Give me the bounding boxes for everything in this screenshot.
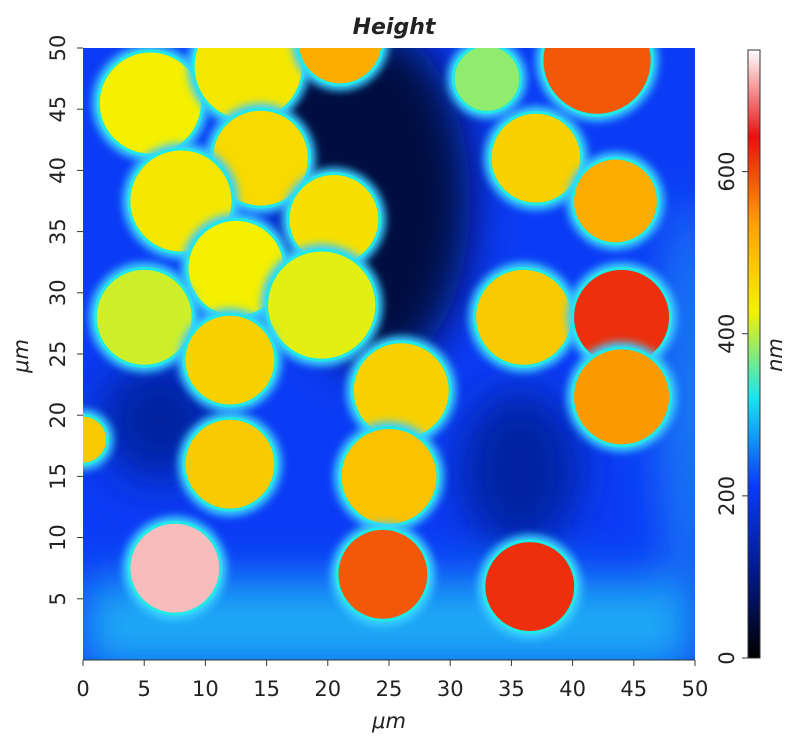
x-tick-label: 0 [76, 677, 89, 701]
cell [571, 156, 660, 246]
y-tick-label: 40 [46, 157, 70, 184]
y-axis-label: μm [9, 339, 33, 374]
cell [571, 346, 673, 448]
cell [482, 539, 578, 634]
cell [451, 48, 523, 114]
x-tick-label: 5 [138, 677, 151, 701]
x-tick-label: 40 [559, 677, 586, 701]
cell [96, 49, 204, 157]
x-tick-label: 45 [620, 677, 647, 701]
cell [93, 266, 195, 368]
colorbar [747, 49, 761, 659]
chart-title: Height [353, 15, 437, 40]
y-tick-label: 20 [46, 402, 70, 429]
x-tick-label: 35 [498, 677, 525, 701]
x-tick-label: 20 [314, 677, 341, 701]
colorbar-tick-label: 400 [715, 314, 739, 354]
colorbar-tick-label: 200 [715, 476, 739, 516]
plot-area [83, 48, 695, 660]
x-axis-label: μm [371, 709, 406, 733]
x-tick-label: 50 [682, 677, 709, 701]
colorbar-tick-label: 0 [715, 651, 739, 664]
x-tick-label: 15 [253, 677, 280, 701]
y-tick-label: 30 [46, 279, 70, 306]
x-tick-label: 25 [376, 677, 403, 701]
colorbar-label: nm [763, 338, 787, 372]
cell [127, 520, 223, 616]
cell [265, 248, 379, 362]
y-tick-label: 50 [46, 35, 70, 62]
y-tick-label: 10 [46, 524, 70, 551]
y-tick-label: 5 [46, 592, 70, 605]
cell [488, 110, 584, 206]
cell [182, 312, 278, 408]
cell [83, 413, 109, 466]
y-tick-label: 35 [46, 218, 70, 245]
cell [296, 48, 384, 87]
y-tick-label: 15 [46, 463, 70, 490]
cell [473, 266, 575, 368]
y-tick-label: 25 [46, 341, 70, 368]
cell [335, 526, 431, 622]
cell [540, 48, 654, 117]
cell [182, 416, 278, 512]
colorbar-tick-label: 600 [715, 152, 739, 192]
x-tick-label: 10 [192, 677, 219, 701]
y-tick-label: 45 [46, 96, 70, 123]
cell [338, 425, 440, 527]
x-tick-label: 30 [437, 677, 464, 701]
